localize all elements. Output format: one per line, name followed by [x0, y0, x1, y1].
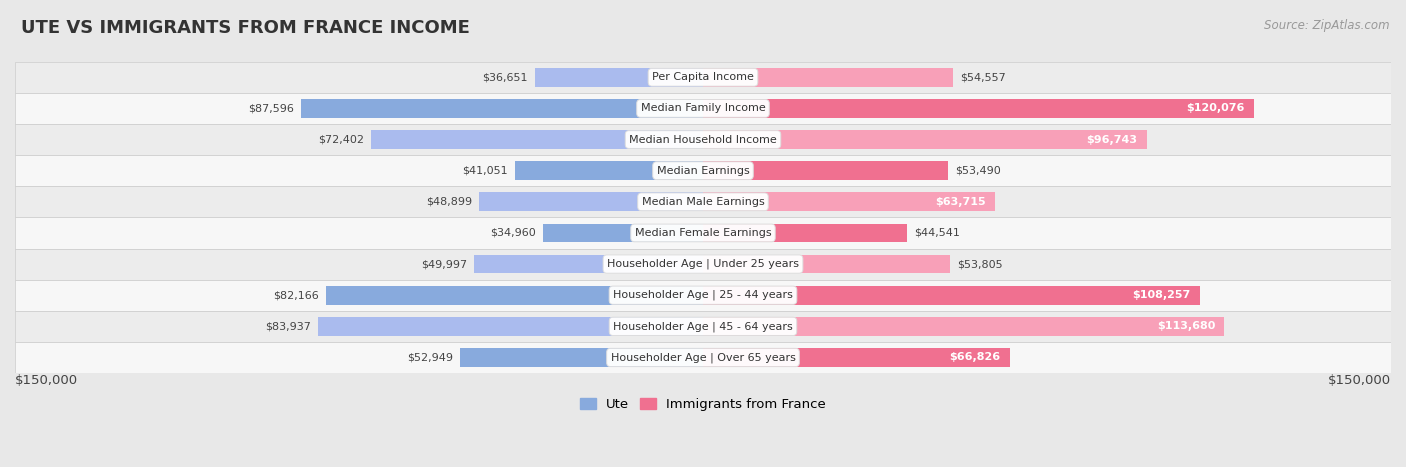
FancyBboxPatch shape — [15, 217, 1391, 248]
Text: $72,402: $72,402 — [318, 134, 364, 144]
Text: $36,651: $36,651 — [482, 72, 529, 82]
Text: Median Earnings: Median Earnings — [657, 166, 749, 176]
FancyBboxPatch shape — [15, 155, 1391, 186]
FancyBboxPatch shape — [703, 192, 995, 211]
Text: $63,715: $63,715 — [935, 197, 986, 207]
Text: $150,000: $150,000 — [15, 374, 79, 387]
Text: Median Female Earnings: Median Female Earnings — [634, 228, 772, 238]
FancyBboxPatch shape — [326, 286, 703, 304]
FancyBboxPatch shape — [703, 286, 1199, 304]
FancyBboxPatch shape — [318, 317, 703, 336]
FancyBboxPatch shape — [478, 192, 703, 211]
FancyBboxPatch shape — [460, 348, 703, 367]
Text: $83,937: $83,937 — [266, 321, 311, 332]
FancyBboxPatch shape — [515, 161, 703, 180]
FancyBboxPatch shape — [703, 161, 948, 180]
FancyBboxPatch shape — [543, 224, 703, 242]
Text: $44,541: $44,541 — [914, 228, 960, 238]
FancyBboxPatch shape — [15, 62, 1391, 93]
Text: $120,076: $120,076 — [1187, 103, 1244, 113]
Text: $108,257: $108,257 — [1132, 290, 1191, 300]
FancyBboxPatch shape — [15, 248, 1391, 280]
FancyBboxPatch shape — [15, 311, 1391, 342]
Text: UTE VS IMMIGRANTS FROM FRANCE INCOME: UTE VS IMMIGRANTS FROM FRANCE INCOME — [21, 19, 470, 37]
Text: $87,596: $87,596 — [249, 103, 294, 113]
FancyBboxPatch shape — [15, 186, 1391, 217]
Text: Per Capita Income: Per Capita Income — [652, 72, 754, 82]
Text: Householder Age | Over 65 years: Householder Age | Over 65 years — [610, 352, 796, 363]
FancyBboxPatch shape — [703, 255, 950, 273]
Text: $96,743: $96,743 — [1087, 134, 1137, 144]
Text: $48,899: $48,899 — [426, 197, 472, 207]
FancyBboxPatch shape — [301, 99, 703, 118]
FancyBboxPatch shape — [15, 342, 1391, 373]
FancyBboxPatch shape — [703, 317, 1225, 336]
Text: $52,949: $52,949 — [408, 353, 453, 362]
Text: Median Household Income: Median Household Income — [628, 134, 778, 144]
FancyBboxPatch shape — [371, 130, 703, 149]
FancyBboxPatch shape — [703, 348, 1010, 367]
Text: $34,960: $34,960 — [491, 228, 536, 238]
Text: $54,557: $54,557 — [960, 72, 1005, 82]
FancyBboxPatch shape — [534, 68, 703, 86]
FancyBboxPatch shape — [703, 224, 907, 242]
Text: $82,166: $82,166 — [274, 290, 319, 300]
Text: Householder Age | 25 - 44 years: Householder Age | 25 - 44 years — [613, 290, 793, 300]
FancyBboxPatch shape — [15, 280, 1391, 311]
Text: $53,805: $53,805 — [956, 259, 1002, 269]
Text: $113,680: $113,680 — [1157, 321, 1215, 332]
Text: Source: ZipAtlas.com: Source: ZipAtlas.com — [1264, 19, 1389, 32]
Text: $53,490: $53,490 — [955, 166, 1001, 176]
FancyBboxPatch shape — [703, 99, 1254, 118]
FancyBboxPatch shape — [703, 68, 953, 86]
Text: Median Male Earnings: Median Male Earnings — [641, 197, 765, 207]
Text: $66,826: $66,826 — [949, 353, 1000, 362]
FancyBboxPatch shape — [15, 124, 1391, 155]
FancyBboxPatch shape — [474, 255, 703, 273]
FancyBboxPatch shape — [703, 130, 1147, 149]
Text: Median Family Income: Median Family Income — [641, 103, 765, 113]
Text: $41,051: $41,051 — [463, 166, 508, 176]
Legend: Ute, Immigrants from France: Ute, Immigrants from France — [575, 393, 831, 416]
Text: Householder Age | Under 25 years: Householder Age | Under 25 years — [607, 259, 799, 269]
FancyBboxPatch shape — [15, 93, 1391, 124]
Text: Householder Age | 45 - 64 years: Householder Age | 45 - 64 years — [613, 321, 793, 332]
Text: $150,000: $150,000 — [1327, 374, 1391, 387]
Text: $49,997: $49,997 — [420, 259, 467, 269]
